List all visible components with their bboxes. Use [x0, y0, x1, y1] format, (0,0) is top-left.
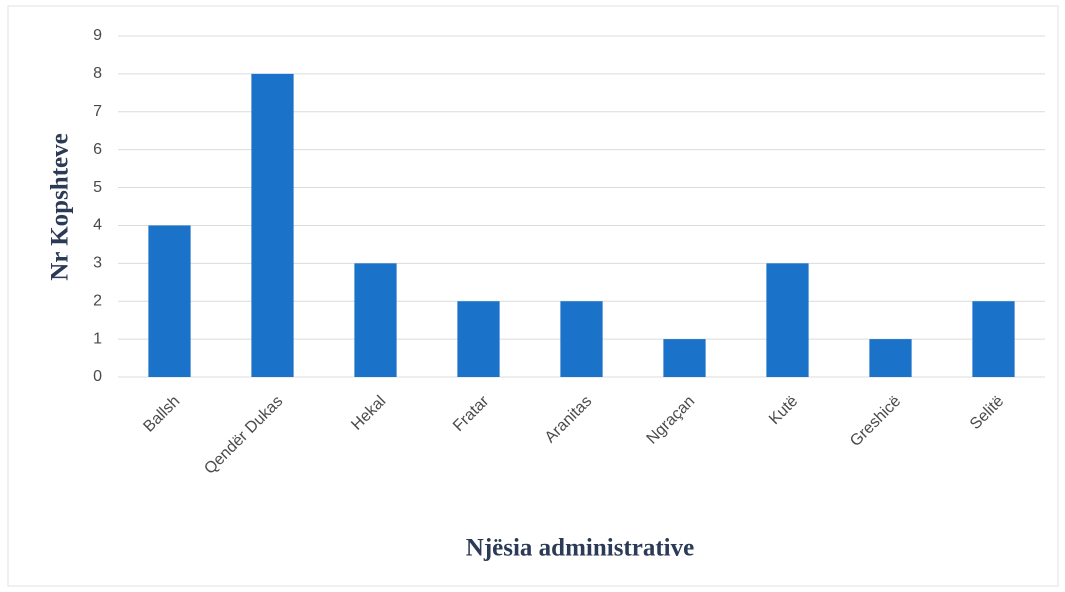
- y-tick-label: 5: [93, 179, 102, 196]
- chart-border: [7, 5, 1059, 587]
- y-tick-label: 1: [93, 330, 102, 347]
- y-tick-label: 6: [93, 141, 102, 158]
- bar: [766, 263, 809, 377]
- bar: [869, 339, 912, 377]
- bar: [354, 263, 397, 377]
- y-tick-label: 8: [93, 65, 102, 82]
- bar: [560, 301, 603, 377]
- y-tick-label: 4: [93, 217, 102, 234]
- y-axis-title: Nr Kopshteve: [47, 133, 74, 280]
- bar: [663, 339, 706, 377]
- x-axis-title: Njësia administrative: [466, 535, 694, 562]
- bar: [457, 301, 500, 377]
- bar: [251, 73, 294, 377]
- y-tick-label: 9: [93, 27, 102, 44]
- y-tick-label: 7: [93, 103, 102, 120]
- bar: [972, 301, 1015, 377]
- y-tick-label: 0: [93, 368, 102, 385]
- y-tick-label: 2: [93, 292, 102, 309]
- y-tick-label: 3: [93, 255, 102, 272]
- bar: [148, 225, 191, 377]
